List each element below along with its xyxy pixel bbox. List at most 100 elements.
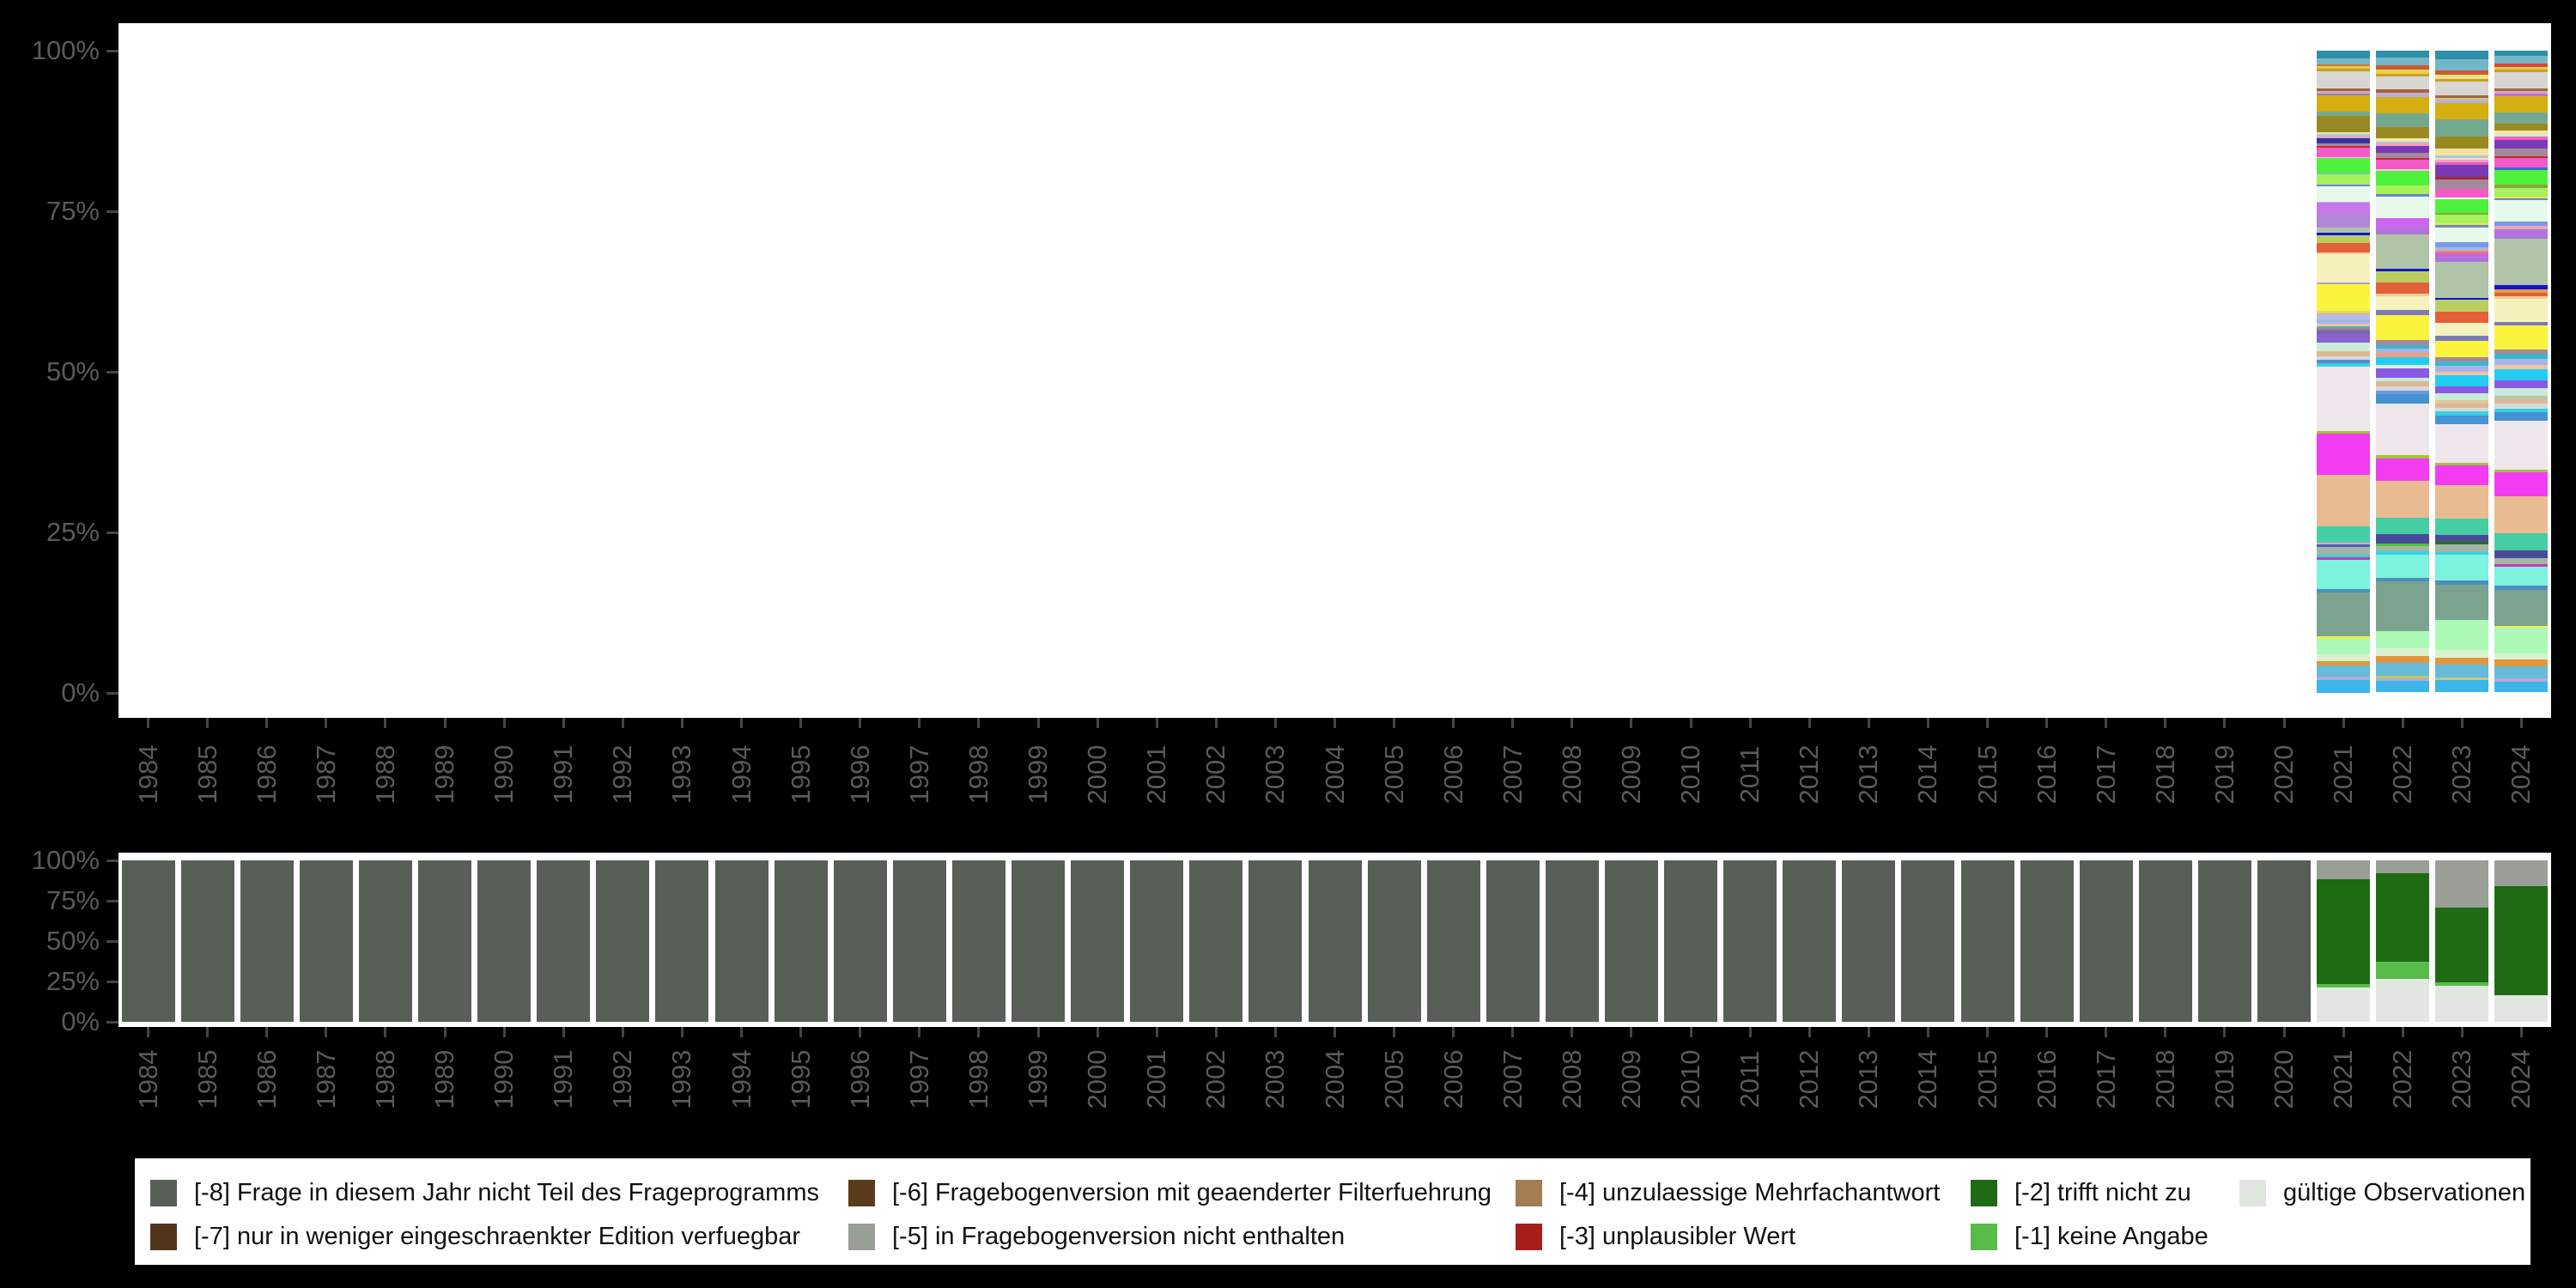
x-axis-year-label: 2013 (1853, 1049, 1884, 1109)
bar-segment (2376, 339, 2430, 345)
bar-segment (2317, 363, 2371, 368)
bar-segment (2376, 630, 2430, 648)
x-axis-year-label: 1989 (429, 1049, 460, 1109)
x-axis-year-label: 1990 (489, 1049, 519, 1109)
x-axis-year-label: 2018 (2149, 1049, 2180, 1109)
bar-segment (2317, 333, 2371, 343)
bar-segment (1604, 860, 1658, 1022)
x-axis-tick (918, 1027, 921, 1037)
bar-segment (2435, 262, 2489, 298)
x-axis-year-label: 2012 (1794, 744, 1825, 805)
bar-segment (2317, 88, 2371, 91)
bar-segment (596, 860, 650, 1022)
bar-segment (477, 860, 532, 1022)
legend-item--6: [-6] Fragebogenversion mit geaenderter F… (848, 1179, 1492, 1207)
bar-bottom-2011 (1723, 860, 1777, 1022)
x-axis-year-label: 2008 (1556, 744, 1587, 805)
bar-bottom-2024 (2494, 860, 2549, 1022)
legend-label: [-4] unzulaessige Mehrfachantwort (1559, 1178, 1941, 1206)
bar-segment (2494, 396, 2549, 400)
bar-segment (2376, 390, 2430, 394)
x-axis-tick (680, 718, 683, 728)
bar-segment (2317, 282, 2371, 285)
x-axis-tick (206, 1027, 210, 1037)
bar-segment (2494, 64, 2549, 68)
bar-bottom-1989 (418, 860, 472, 1022)
bar-segment (2376, 578, 2430, 582)
bar-segment (2494, 200, 2549, 222)
bar-segment (2317, 186, 2371, 202)
x-axis-year-label: 2006 (1437, 744, 1468, 805)
bar-segment (2317, 148, 2371, 157)
bar-segment (2317, 90, 2371, 94)
bar-bottom-1985 (180, 860, 234, 1022)
bar-segment (2317, 233, 2371, 235)
bar-segment (2494, 184, 2549, 188)
x-axis-year-label: 1986 (251, 1049, 282, 1109)
x-axis-year-label: 2017 (2090, 1049, 2121, 1109)
bar-segment (2376, 368, 2430, 378)
bar-bottom-2014 (1901, 860, 1955, 1022)
top-y-axis-tick (106, 49, 118, 52)
top-y-axis-tick-label: 0% (61, 677, 100, 708)
bar-segment (2435, 247, 2489, 252)
bar-segment (2376, 57, 2430, 66)
bar-segment (2494, 123, 2549, 131)
legend-item--1: [-1] keine Angabe (1971, 1223, 2208, 1251)
bar-segment (2317, 526, 2371, 543)
bar-segment (2317, 201, 2371, 204)
bar-segment (1367, 860, 1421, 1022)
x-axis-tick (977, 718, 981, 728)
bar-segment (2494, 533, 2549, 550)
bar-segment (2494, 88, 2549, 91)
bar-segment (2435, 212, 2489, 216)
bar-segment (1842, 860, 1896, 1022)
legend-item--2: [-2] trifft nicht zu (1971, 1179, 2191, 1207)
bar-segment (2376, 545, 2430, 551)
bar-segment (240, 860, 294, 1022)
x-axis-year-label: 1995 (785, 744, 816, 805)
bar-segment (2435, 251, 2489, 253)
x-axis-year-label: 1993 (666, 744, 697, 805)
bar-segment (2435, 518, 2489, 535)
bar-segment (2376, 356, 2430, 366)
bar-segment (2435, 365, 2489, 372)
bar-segment (2435, 555, 2489, 581)
x-axis-year-label: 2021 (2328, 744, 2359, 805)
bar-segment (2317, 66, 2371, 69)
bar-segment (2494, 354, 2549, 360)
bar-segment (2317, 95, 2371, 112)
bar-segment (121, 860, 175, 1022)
bar-segment (2376, 295, 2430, 310)
bar-bottom-1995 (774, 860, 828, 1022)
x-axis-year-label: 1997 (903, 1049, 934, 1109)
legend-item-valid: gültige Observationen (2239, 1179, 2525, 1207)
bar-segment (2376, 196, 2430, 219)
bar-segment (2317, 555, 2371, 558)
bar-segment (2317, 557, 2371, 561)
bar-bottom-2013 (1842, 860, 1896, 1022)
bar-segment (2376, 97, 2430, 114)
legend-swatch--3 (1516, 1223, 1542, 1250)
bar-segment (2317, 653, 2371, 661)
bar-segment (2317, 203, 2371, 215)
x-axis-tick (325, 718, 328, 728)
bar-segment (2494, 567, 2549, 586)
bar-segment (2435, 197, 2489, 200)
bar-segment (2376, 89, 2430, 93)
bar-segment (2494, 994, 2549, 1022)
bar-segment (2376, 146, 2430, 154)
bar-segment (2494, 156, 2549, 159)
bar-segment (2494, 149, 2549, 157)
legend-item--7: [-7] nur in weniger eingeschraenkter Edi… (150, 1223, 800, 1251)
bar-segment (2317, 158, 2371, 173)
bar-segment (2435, 70, 2489, 75)
bar-segment (299, 860, 353, 1022)
bar-segment (2317, 324, 2371, 327)
x-axis-year-label: 2020 (2269, 1049, 2300, 1109)
bar-segment (2317, 138, 2371, 143)
bar-segment (2494, 238, 2549, 285)
bar-bottom-2003 (1249, 860, 1303, 1022)
bar-bottom-2021 (2317, 860, 2371, 1022)
bar-segment (2435, 981, 2489, 986)
